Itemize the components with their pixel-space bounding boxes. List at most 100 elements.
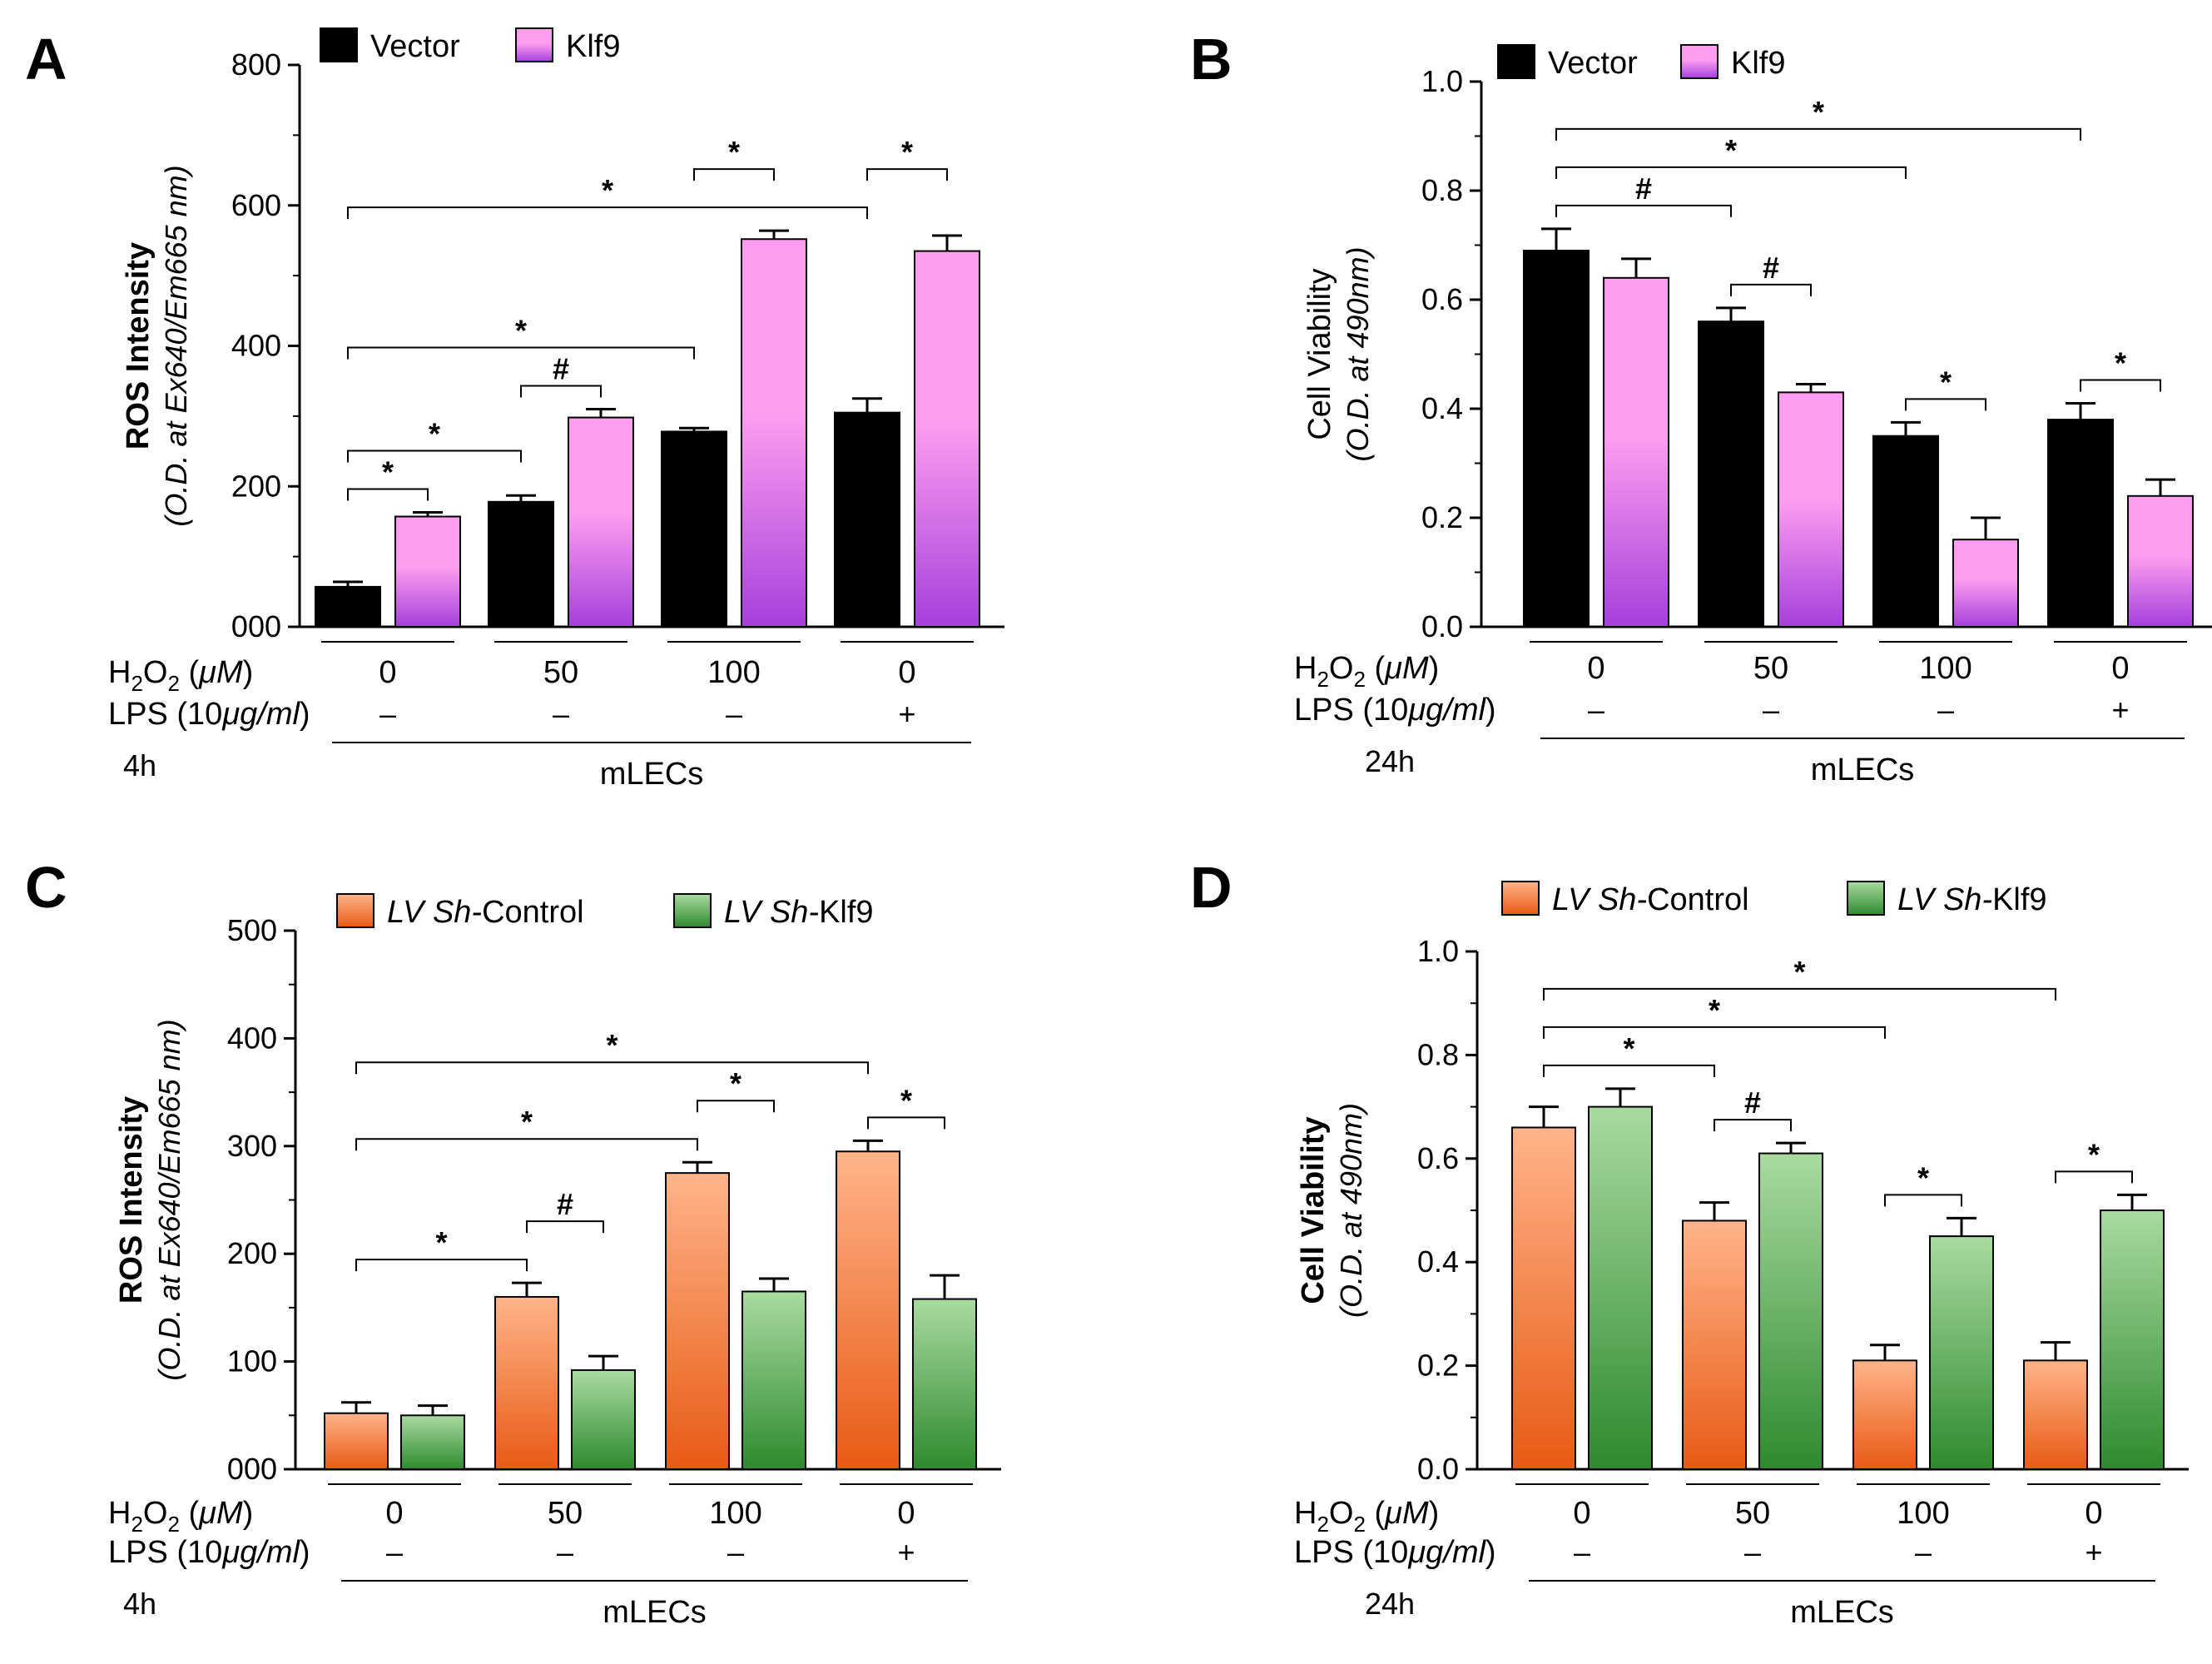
legend-label-1: Klf9 bbox=[566, 29, 620, 64]
lps-value: – bbox=[386, 1535, 403, 1569]
lps-value: – bbox=[1915, 1535, 1932, 1569]
h2o2-row-label: H2O2 (μM) bbox=[1294, 651, 1439, 692]
lps-value: – bbox=[379, 697, 396, 731]
legend-label-rest: Control bbox=[1647, 882, 1749, 917]
lps-value: – bbox=[1937, 693, 1954, 727]
legend-label-1: LV Sh-Klf9 bbox=[724, 895, 874, 930]
bar-series2 bbox=[1952, 539, 2019, 628]
significance-bracket bbox=[355, 1061, 869, 1075]
legend-label-0: Vector bbox=[1548, 46, 1638, 81]
h2o2-value: 100 bbox=[707, 655, 760, 690]
y-axis-sublabel: (O.D. at Ex640/Em665 nm) bbox=[152, 1019, 186, 1380]
bar-series2 bbox=[1929, 1235, 1994, 1470]
y-axis-label: Cell Viability bbox=[1302, 268, 1337, 440]
panel-letter-c: C bbox=[25, 855, 67, 920]
significance-bracket bbox=[1543, 987, 2056, 1001]
time-label: 4h bbox=[123, 1587, 156, 1621]
h2o2-sub: 2 bbox=[131, 1512, 142, 1537]
time-label: 24h bbox=[1365, 744, 1415, 778]
legend-swatch-0 bbox=[1497, 44, 1535, 79]
bar-series2 bbox=[1758, 1152, 1823, 1470]
h2o2-value: 100 bbox=[1897, 1496, 1949, 1531]
significance-mark: * bbox=[1623, 1031, 1634, 1065]
h2o2-value: 0 bbox=[2111, 651, 2129, 686]
y-tick-label: 400 bbox=[231, 329, 281, 363]
h2o2-value: 0 bbox=[2085, 1496, 2102, 1531]
legend-label-0: LV Sh-Control bbox=[387, 895, 584, 930]
significance-bracket bbox=[2055, 1170, 2133, 1184]
lps-value: – bbox=[1744, 1535, 1761, 1569]
lps-unit: μg/ml bbox=[1407, 1535, 1486, 1570]
bar-series1 bbox=[315, 585, 381, 628]
y-tick-label: 100 bbox=[227, 1344, 277, 1378]
significance-mark: # bbox=[1763, 251, 1779, 285]
lps-value: – bbox=[557, 1535, 573, 1569]
y-axis-label: ROS Intensity bbox=[121, 242, 156, 450]
h2o2-sub: 2 bbox=[131, 671, 142, 696]
bar-series2 bbox=[1588, 1105, 1653, 1470]
chart-panel-d: 0.0 0.2 0.4 0.6 0.8 1.0 Cell Viability (O.D. at… bbox=[1294, 881, 2189, 1630]
h2o2-text: ( bbox=[180, 1496, 200, 1531]
lps-row-label: LPS (10μg/ml) bbox=[1294, 1535, 1496, 1570]
y-axis-label: ROS Intensity bbox=[114, 1096, 149, 1304]
significance-bracket bbox=[355, 1138, 698, 1151]
lps-unit: μg/ml bbox=[221, 697, 300, 732]
significance-mark: * bbox=[901, 135, 913, 169]
h2o2-value: 0 bbox=[897, 1496, 915, 1531]
significance-mark: * bbox=[382, 454, 394, 489]
y-tick-label: 0.2 bbox=[1421, 500, 1463, 534]
legend-label-0: Vector bbox=[370, 29, 460, 64]
significance-mark: * bbox=[1813, 95, 1824, 129]
bar-series2 bbox=[394, 515, 461, 628]
h2o2-sub: 2 bbox=[167, 671, 179, 696]
lps-value: – bbox=[727, 1535, 744, 1569]
y-tick-label: 200 bbox=[231, 469, 281, 503]
h2o2-sub: 2 bbox=[1353, 667, 1365, 692]
significance-bracket bbox=[1730, 283, 1812, 296]
y-tick-label: 0.6 bbox=[1417, 1141, 1459, 1175]
bar-series1 bbox=[1523, 250, 1590, 628]
cell-label: mLECs bbox=[1790, 1595, 1894, 1630]
bar-series2 bbox=[741, 1290, 806, 1470]
legend-label-italic: LV Sh- bbox=[1552, 882, 1647, 917]
bar-series1 bbox=[661, 430, 727, 628]
h2o2-unit: μM bbox=[1384, 651, 1429, 686]
legend-label-1: LV Sh-Klf9 bbox=[1897, 882, 2047, 917]
significance-bracket bbox=[697, 1100, 775, 1113]
y-tick-label: 400 bbox=[227, 1021, 277, 1055]
significance-bracket bbox=[866, 168, 948, 181]
bar-series1 bbox=[1698, 320, 1764, 628]
legend-swatch-1 bbox=[1847, 881, 1885, 916]
significance-mark: * bbox=[521, 1105, 533, 1139]
h2o2-text: ) bbox=[243, 655, 254, 690]
bar-series1 bbox=[2023, 1359, 2088, 1470]
significance-mark: * bbox=[429, 416, 440, 450]
bar-series1 bbox=[834, 411, 900, 628]
h2o2-unit: μM bbox=[1384, 1496, 1429, 1531]
significance-bracket bbox=[355, 1259, 528, 1272]
h2o2-unit: μM bbox=[198, 655, 243, 690]
cell-label: mLECs bbox=[603, 1595, 707, 1630]
h2o2-value: 0 bbox=[1573, 1496, 1590, 1531]
y-tick-label: 000 bbox=[227, 1452, 277, 1486]
significance-mark: * bbox=[1917, 1160, 1929, 1195]
lps-text: LPS (10 bbox=[108, 697, 222, 732]
bar-series1 bbox=[1682, 1219, 1747, 1470]
significance-bracket bbox=[1555, 127, 2081, 141]
h2o2-text: ( bbox=[1366, 651, 1386, 686]
h2o2-value: 0 bbox=[898, 655, 915, 690]
legend-label-rest: Klf9 bbox=[1992, 882, 2046, 917]
significance-mark: * bbox=[1793, 955, 1805, 989]
lps-text: ) bbox=[300, 1535, 310, 1570]
y-tick-label: 800 bbox=[231, 47, 281, 82]
significance-mark: * bbox=[2115, 345, 2126, 380]
y-tick-label: 1.0 bbox=[1421, 64, 1463, 98]
h2o2-row-label: H2O2 (μM) bbox=[108, 1496, 253, 1537]
significance-mark: # bbox=[553, 351, 569, 385]
h2o2-sub: 2 bbox=[1353, 1512, 1365, 1537]
legend-label-italic: LV Sh- bbox=[1897, 882, 1992, 917]
h2o2-value: 0 bbox=[379, 655, 396, 690]
bar-series2 bbox=[1778, 391, 1844, 628]
h2o2-unit: μM bbox=[198, 1496, 243, 1531]
